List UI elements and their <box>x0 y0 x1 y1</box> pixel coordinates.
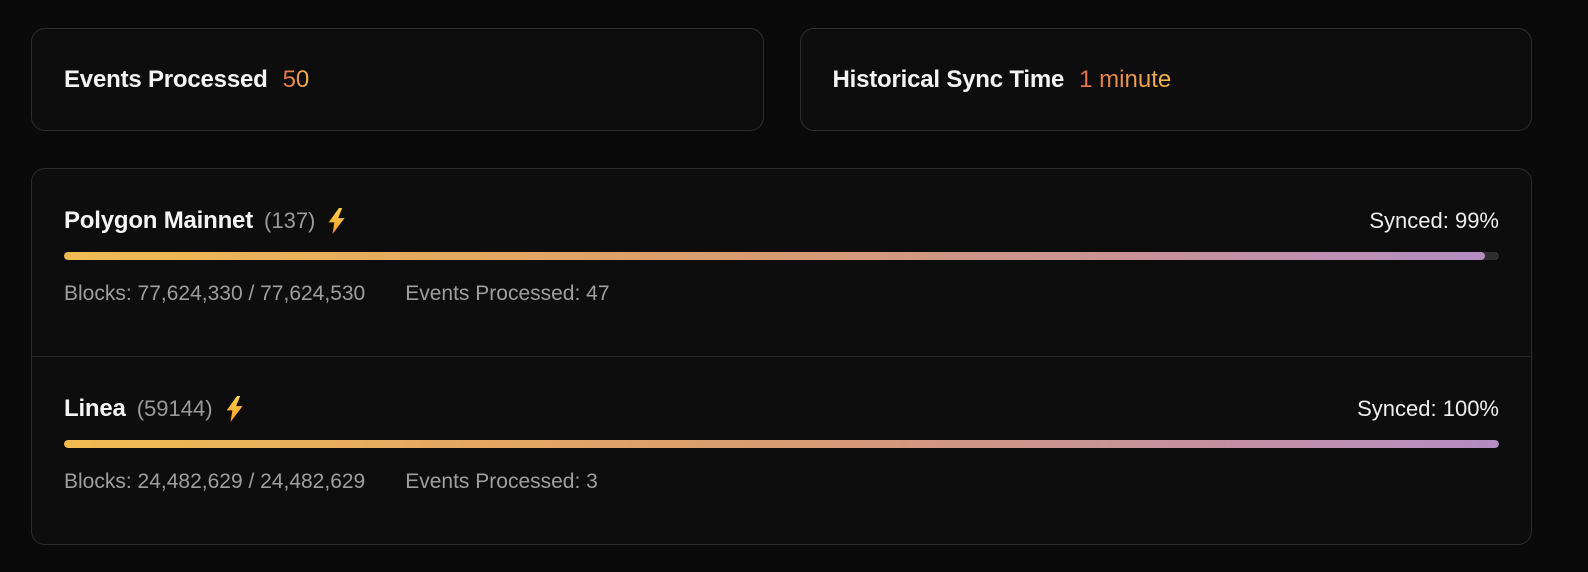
chain-id: (137) <box>264 208 316 233</box>
network-section-polygon: Polygon Mainnet (137) Synced: 99% Blocks… <box>32 169 1531 356</box>
events-processed-card: Events Processed 50 <box>31 28 764 131</box>
events-processed-count: Events Processed: 47 <box>405 282 610 305</box>
sync-progress-bar <box>64 252 1499 260</box>
network-name: Polygon Mainnet <box>64 207 254 234</box>
events-processed-value: 50 <box>282 65 310 93</box>
blocks-count: Blocks: 24,482,629 / 24,482,629 <box>64 470 366 493</box>
network-title: Polygon Mainnet (137) <box>64 205 346 237</box>
networks-sync-card: Polygon Mainnet (137) Synced: 99% Blocks… <box>31 168 1532 545</box>
lightning-bolt-icon <box>329 208 345 234</box>
historical-sync-time-card: Historical Sync Time 1 minute <box>799 28 1532 131</box>
historical-sync-time-label: Historical Sync Time <box>832 65 1065 93</box>
network-header: Linea (59144) Synced: 100% <box>64 393 1499 425</box>
network-info: Blocks: 24,482,629 / 24,482,629 Events P… <box>64 467 1499 496</box>
events-processed-count: Events Processed: 3 <box>405 470 598 493</box>
synced-percentage: Synced: 100% <box>1357 396 1499 421</box>
historical-sync-time-value: 1 minute <box>1079 65 1172 93</box>
sync-progress-fill <box>64 440 1499 448</box>
dashboard: Events Processed 50 Historical Sync Time… <box>31 0 1532 545</box>
lightning-bolt-icon <box>226 396 243 422</box>
network-info: Blocks: 77,624,330 / 77,624,530 Events P… <box>64 279 1499 308</box>
stats-row: Events Processed 50 Historical Sync Time… <box>31 28 1532 131</box>
sync-progress-bar <box>64 440 1499 448</box>
network-section-linea: Linea (59144) Synced: 100% Blocks: 24,48… <box>32 356 1531 544</box>
events-processed-label: Events Processed <box>64 65 268 93</box>
blocks-count: Blocks: 77,624,330 / 77,624,530 <box>64 282 366 305</box>
synced-percentage: Synced: 99% <box>1369 208 1499 233</box>
network-name: Linea <box>64 395 126 422</box>
network-header: Polygon Mainnet (137) Synced: 99% <box>64 205 1499 237</box>
network-title: Linea (59144) <box>64 393 244 425</box>
sync-progress-fill <box>64 252 1485 260</box>
chain-id: (59144) <box>136 396 213 421</box>
